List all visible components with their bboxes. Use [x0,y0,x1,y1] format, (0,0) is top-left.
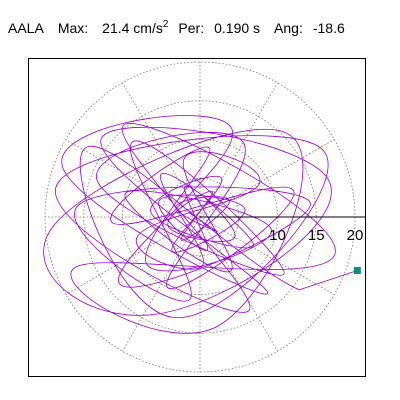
station-code: AALA [8,20,44,36]
polar-chart: 10 15 20 [43,61,365,373]
angle-label: Ang: [274,20,303,36]
plot-frame: 10 15 20 [28,58,366,377]
plot-header: AALA Max: 21.4 cm/s2 Per: 0.190 s Ang: -18.6 [8,19,345,36]
max-label: Max: [57,20,89,36]
max-value: 21.4 cm/s [102,20,163,36]
grid-spoke-12 [199,216,335,295]
max-unit-exponent: 2 [162,19,169,30]
radial-tick-label-10: 10 [269,227,286,244]
trace-end-marker [353,266,361,274]
radial-tick-label-20: 20 [347,227,364,244]
motion-trace [43,115,358,334]
period-label: Per: [178,20,205,36]
radial-tick-label-15: 15 [308,227,325,244]
angle-value: -18.6 [312,20,345,36]
period-value: 0.190 s [214,20,261,36]
grid-spoke-2 [199,139,335,218]
